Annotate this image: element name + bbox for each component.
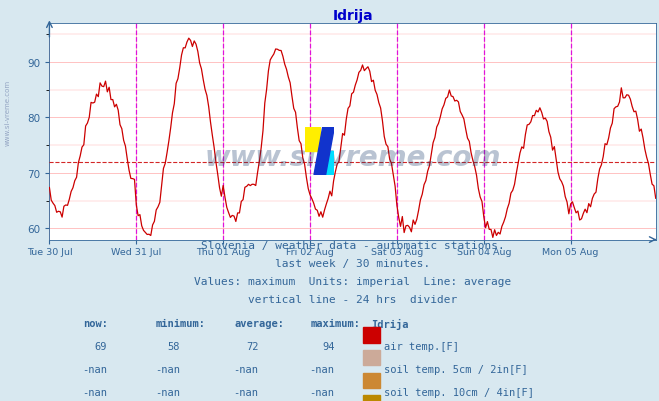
Text: 58: 58 — [167, 341, 180, 351]
Text: Values: maximum  Units: imperial  Line: average: Values: maximum Units: imperial Line: av… — [194, 276, 511, 286]
Text: -nan: -nan — [233, 387, 258, 397]
Text: maximum:: maximum: — [310, 318, 360, 328]
Text: Idrija: Idrija — [371, 318, 409, 330]
Text: air temp.[F]: air temp.[F] — [384, 341, 459, 351]
Text: average:: average: — [235, 318, 284, 328]
Bar — [364, 327, 380, 343]
Text: soil temp. 5cm / 2in[F]: soil temp. 5cm / 2in[F] — [384, 364, 528, 374]
Text: 72: 72 — [246, 341, 258, 351]
Text: -nan: -nan — [82, 364, 107, 374]
Text: -nan: -nan — [155, 364, 180, 374]
Text: minimum:: minimum: — [156, 318, 206, 328]
Bar — [364, 395, 380, 401]
Text: www.si-vreme.com: www.si-vreme.com — [5, 79, 11, 145]
Text: -nan: -nan — [309, 387, 334, 397]
Title: Idrija: Idrija — [332, 9, 373, 23]
Text: www.si-vreme.com: www.si-vreme.com — [204, 144, 501, 172]
Text: now:: now: — [83, 318, 108, 328]
Text: 94: 94 — [322, 341, 334, 351]
Text: vertical line - 24 hrs  divider: vertical line - 24 hrs divider — [248, 294, 457, 304]
Bar — [364, 350, 380, 366]
Text: last week / 30 minutes.: last week / 30 minutes. — [275, 258, 430, 268]
Text: soil temp. 10cm / 4in[F]: soil temp. 10cm / 4in[F] — [384, 387, 534, 397]
Bar — [364, 373, 380, 388]
Text: -nan: -nan — [155, 387, 180, 397]
Text: Slovenia / weather data - automatic stations.: Slovenia / weather data - automatic stat… — [201, 240, 504, 250]
Text: -nan: -nan — [233, 364, 258, 374]
Text: -nan: -nan — [82, 387, 107, 397]
Text: -nan: -nan — [309, 364, 334, 374]
Text: 69: 69 — [94, 341, 107, 351]
